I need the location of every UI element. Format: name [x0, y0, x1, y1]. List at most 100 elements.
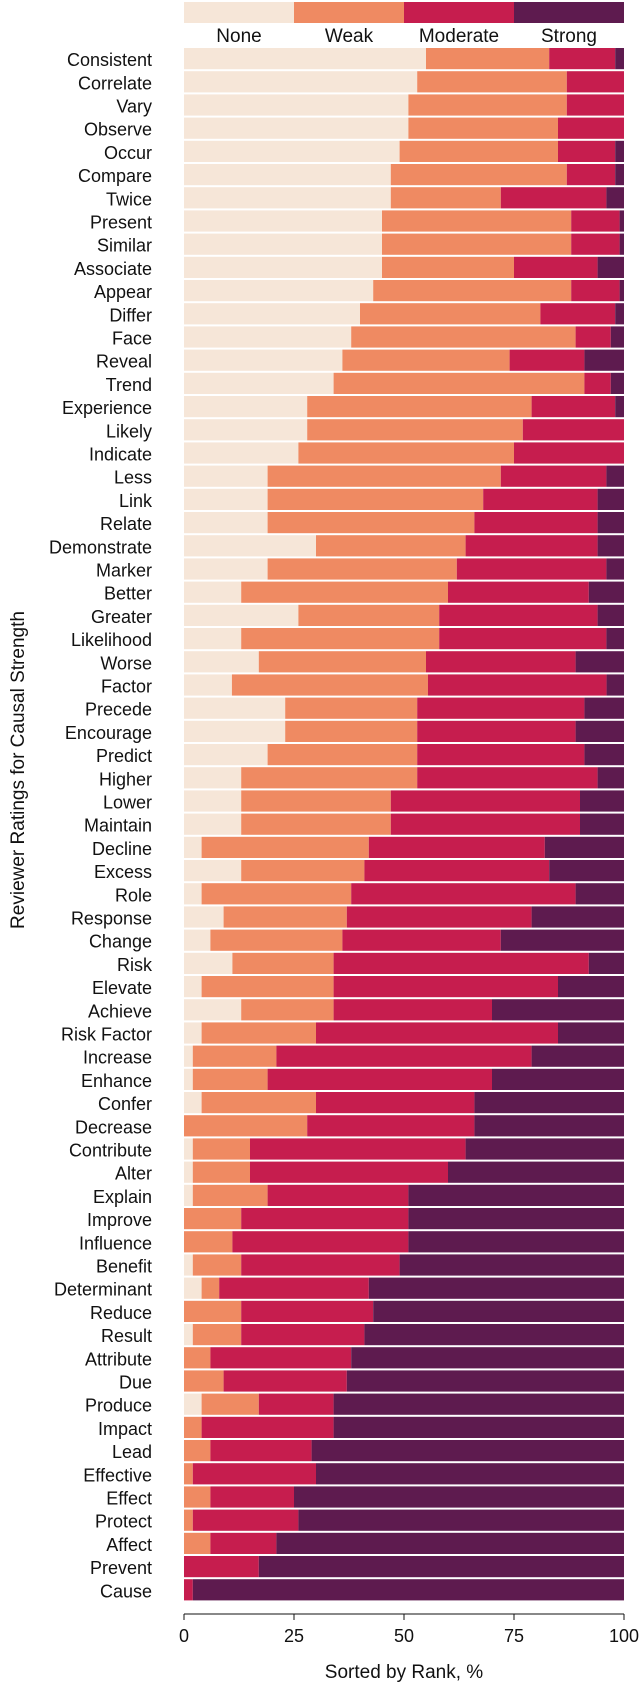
bar-contribute-strong — [465, 1138, 624, 1160]
bar-change-moderate — [342, 929, 501, 951]
bar-compare-moderate — [566, 164, 616, 186]
bar-risk-none — [184, 952, 233, 974]
category-label-due: Due — [119, 1373, 152, 1393]
bar-maintain-strong — [580, 813, 624, 835]
bar-present-moderate — [571, 210, 620, 232]
x-tick-label-75: 75 — [504, 1626, 524, 1646]
bar-greater-strong — [597, 604, 624, 626]
bar-lower-none — [184, 790, 242, 812]
bar-twice-none — [184, 187, 391, 209]
category-label-prevent: Prevent — [90, 1558, 152, 1578]
bar-confer-weak — [201, 1092, 316, 1114]
category-label-decline: Decline — [92, 839, 152, 859]
bar-impact-strong — [333, 1416, 624, 1438]
category-label-marker: Marker — [96, 561, 152, 581]
bar-trend-moderate — [584, 372, 611, 394]
bar-experience-moderate — [531, 396, 616, 418]
bar-occur-strong — [615, 140, 624, 162]
bar-occur-weak — [399, 140, 558, 162]
bar-consistent-weak — [426, 48, 550, 70]
bar-effective-strong — [316, 1463, 624, 1485]
bar-demonstrate-strong — [597, 535, 624, 557]
bar-affect-weak — [184, 1532, 211, 1554]
legend-swatch-strong — [514, 2, 624, 23]
bar-role-strong — [575, 883, 624, 905]
category-label-lower: Lower — [103, 793, 152, 813]
category-label-elevate: Elevate — [92, 978, 152, 998]
bar-excess-strong — [549, 860, 624, 882]
category-label-precede: Precede — [85, 700, 152, 720]
category-label-impact: Impact — [98, 1419, 152, 1439]
bar-explain-weak — [192, 1184, 268, 1206]
bar-vary-none — [184, 94, 409, 116]
bars — [184, 48, 625, 1601]
bar-response-moderate — [346, 906, 532, 928]
bar-contribute-weak — [192, 1138, 250, 1160]
bar-explain-moderate — [267, 1184, 409, 1206]
bar-worse-none — [184, 651, 259, 673]
bar-increase-none — [184, 1045, 193, 1067]
bar-explain-strong — [408, 1184, 624, 1206]
bar-lower-weak — [241, 790, 391, 812]
bar-determinant-weak — [201, 1277, 220, 1299]
bar-worse-weak — [258, 651, 426, 673]
bar-trend-none — [184, 372, 334, 394]
bar-confer-none — [184, 1092, 202, 1114]
bar-reveal-moderate — [509, 349, 585, 371]
bar-marker-weak — [267, 558, 457, 580]
bar-produce-weak — [201, 1393, 259, 1415]
bar-occur-none — [184, 140, 400, 162]
bar-affect-strong — [276, 1532, 624, 1554]
bar-achieve-weak — [241, 999, 334, 1021]
bar-marker-strong — [606, 558, 624, 580]
category-label-worse: Worse — [100, 653, 152, 673]
bar-face-none — [184, 326, 352, 348]
legend-label-weak: Weak — [325, 26, 374, 47]
bar-decrease-strong — [474, 1115, 624, 1137]
bar-effect-moderate — [210, 1486, 294, 1508]
category-label-encourage: Encourage — [65, 723, 152, 743]
bar-indicate-none — [184, 442, 299, 464]
bar-decline-none — [184, 836, 202, 858]
category-label-twice: Twice — [106, 189, 152, 209]
bar-trend-weak — [333, 372, 585, 394]
bar-role-none — [184, 883, 202, 905]
bar-observe-weak — [408, 117, 558, 139]
bar-risk-weak — [232, 952, 334, 974]
category-label-confer: Confer — [98, 1094, 152, 1114]
bar-encourage-none — [184, 720, 286, 742]
bar-demonstrate-none — [184, 535, 316, 557]
bar-better-strong — [588, 581, 624, 603]
bar-less-strong — [606, 465, 624, 487]
bar-confer-moderate — [316, 1092, 475, 1114]
bar-appear-strong — [619, 280, 624, 302]
bar-achieve-moderate — [333, 999, 492, 1021]
category-label-experience: Experience — [62, 398, 152, 418]
category-label-excess: Excess — [94, 862, 152, 882]
bar-correlate-none — [184, 71, 418, 93]
bar-improve-moderate — [241, 1208, 409, 1230]
bar-precede-none — [184, 697, 286, 719]
bar-differ-none — [184, 303, 360, 325]
bar-marker-none — [184, 558, 268, 580]
bar-consistent-none — [184, 48, 426, 70]
x-tick-label-50: 50 — [394, 1626, 414, 1646]
category-label-alter: Alter — [115, 1164, 152, 1184]
bar-cause-strong — [192, 1579, 625, 1601]
bar-face-strong — [610, 326, 624, 348]
category-label-contribute: Contribute — [69, 1141, 152, 1161]
category-label-relate: Relate — [100, 514, 152, 534]
bar-alter-none — [184, 1161, 193, 1183]
bar-decrease-weak — [184, 1115, 308, 1137]
bar-lead-strong — [311, 1440, 624, 1462]
bar-link-strong — [597, 488, 624, 510]
bar-greater-weak — [298, 604, 440, 626]
category-label-enhance: Enhance — [81, 1071, 152, 1091]
bar-higher-moderate — [417, 767, 598, 789]
bar-result-weak — [192, 1324, 242, 1346]
bar-factor-none — [184, 674, 232, 696]
category-label-compare: Compare — [78, 166, 152, 186]
bar-twice-moderate — [500, 187, 607, 209]
bar-present-strong — [619, 210, 624, 232]
bar-response-strong — [531, 906, 624, 928]
